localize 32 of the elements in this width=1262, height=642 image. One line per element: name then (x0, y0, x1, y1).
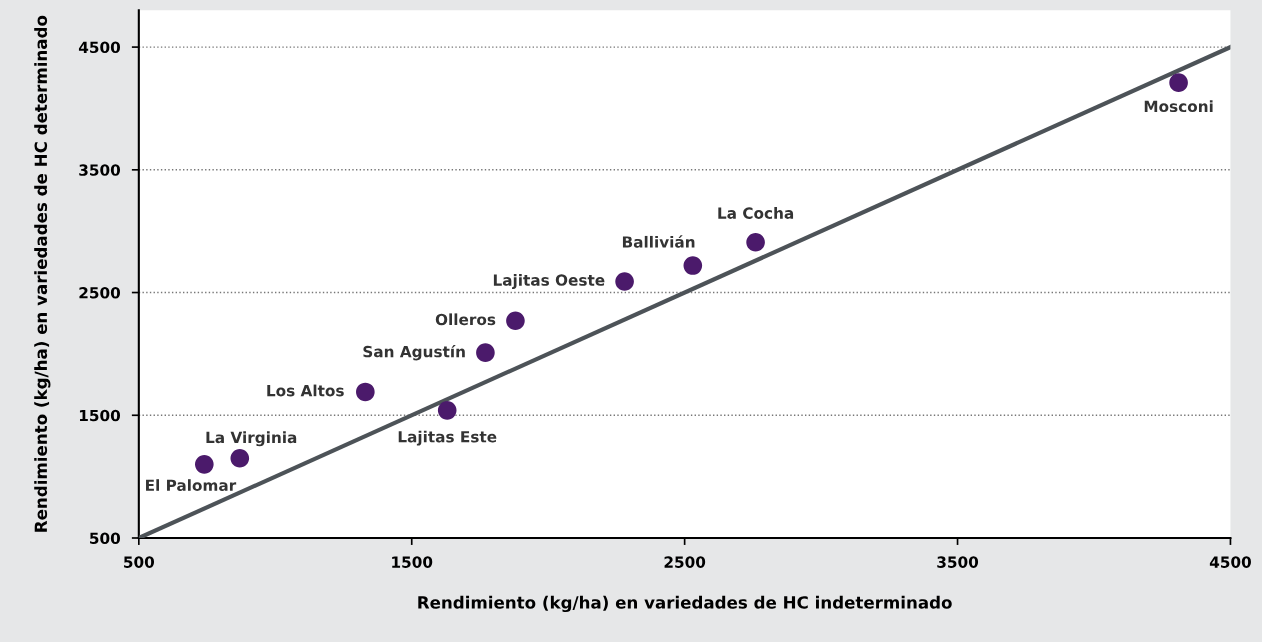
point (683, 256, 703, 275)
point (476, 343, 495, 362)
y-tick-label: 4500 (78, 41, 121, 54)
y-tick-label: 500 (90, 532, 121, 545)
point (356, 382, 375, 402)
point (230, 448, 250, 468)
x-tick-label: 2500 (664, 556, 706, 568)
point (746, 232, 765, 252)
x-tick-label: 1500 (392, 556, 433, 568)
x-tick-label: 3500 (937, 556, 979, 568)
annotation: Lajitas Este (398, 430, 497, 446)
y-tick-label: 3500 (79, 164, 121, 176)
annotation: Mosconi (1144, 100, 1213, 113)
annotation: El Palomar (146, 479, 237, 492)
point (437, 401, 457, 420)
annotation: Olleros (435, 313, 496, 326)
annotation: La Cocha (718, 207, 794, 219)
point (506, 311, 525, 331)
annotation: Los Altos (267, 384, 344, 397)
point (615, 272, 634, 291)
y-tick-label: 1500 (79, 409, 121, 422)
annotation: Lajitas Oeste (493, 274, 605, 289)
point (195, 455, 214, 474)
annotation: San Agustín (363, 344, 465, 361)
point (1169, 73, 1188, 92)
annotation: La Virginia (206, 431, 297, 447)
x-tick-label: 500 (124, 556, 155, 568)
x-tick-label: 4500 (1209, 556, 1251, 568)
x-axis-title: Rendimiento (kg/ha) en variedades de HC indeterminado (418, 595, 952, 613)
y-tick-label: 2500 (79, 287, 121, 299)
y-axis-title: Rendimiento (kg/ha) en variedades de HC determinado (34, 15, 51, 532)
annotation: Ballivián (622, 235, 695, 248)
